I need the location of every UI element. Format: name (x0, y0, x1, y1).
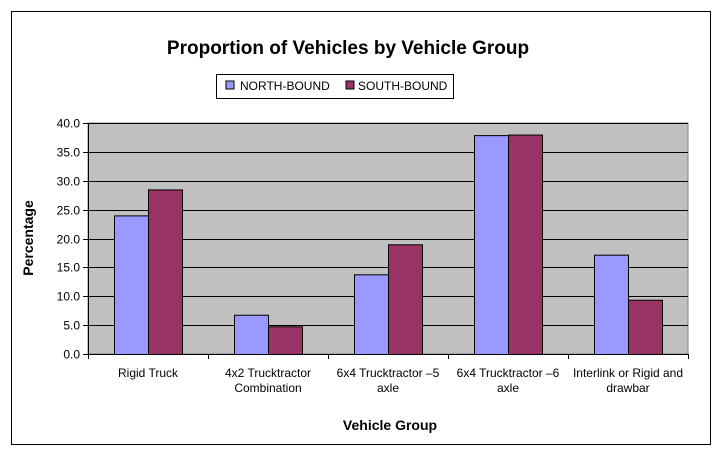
bar-north-bound-4 (594, 254, 629, 355)
bar-north-bound-2 (354, 274, 389, 355)
y-tick-label: 35.0 (57, 146, 81, 160)
y-axis-label: Percentage (20, 200, 36, 276)
x-category-label: Interlink or Rigid and (573, 366, 683, 380)
axes (83, 123, 689, 359)
x-axis-label: Vehicle Group (343, 417, 437, 433)
y-tick-label: 40.0 (57, 117, 81, 131)
bar-south-bound-1 (268, 326, 303, 355)
bars (114, 134, 663, 356)
x-category-label: drawbar (606, 381, 649, 395)
y-tick-label: 25.0 (57, 204, 81, 218)
bar-south-bound-2 (388, 244, 423, 355)
x-category-label: axle (377, 381, 399, 395)
bar-north-bound-0 (114, 215, 149, 355)
y-tick-labels: 0.0 5.0 10.0 15.0 20.0 25.0 30.0 35.0 40.0 (57, 117, 81, 362)
y-tick-label: 15.0 (57, 261, 81, 275)
legend-label-north-bound: NORTH-BOUND (240, 79, 330, 93)
x-category-label: Combination (234, 381, 301, 395)
y-tick-label: 30.0 (57, 175, 81, 189)
y-tick-label: 5.0 (63, 319, 80, 333)
bar-north-bound-3 (474, 135, 509, 355)
legend-box (216, 74, 454, 99)
bar-south-bound-4 (628, 299, 663, 355)
legend-swatch-north-bound (225, 80, 235, 90)
x-category-label: axle (497, 381, 519, 395)
bar-north-bound-1 (234, 314, 269, 356)
bar-south-bound-3 (508, 134, 543, 355)
x-category-label: 6x4 Trucktractor –5 (337, 366, 440, 380)
x-category-label: Rigid Truck (118, 366, 179, 380)
bar-south-bound-0 (148, 189, 183, 355)
x-category-label: 6x4 Trucktractor –6 (457, 366, 560, 380)
y-tick-label: 20.0 (57, 233, 81, 247)
legend-label-south-bound: SOUTH-BOUND (358, 79, 448, 93)
legend: NORTH-BOUND SOUTH-BOUND (216, 74, 454, 99)
y-tick-label: 10.0 (57, 290, 81, 304)
chart-title: Proportion of Vehicles by Vehicle Group (167, 38, 529, 59)
x-category-label: 4x2 Trucktractor (225, 366, 311, 380)
legend-swatch-south-bound (345, 80, 355, 90)
y-tick-label: 0.0 (63, 348, 80, 362)
